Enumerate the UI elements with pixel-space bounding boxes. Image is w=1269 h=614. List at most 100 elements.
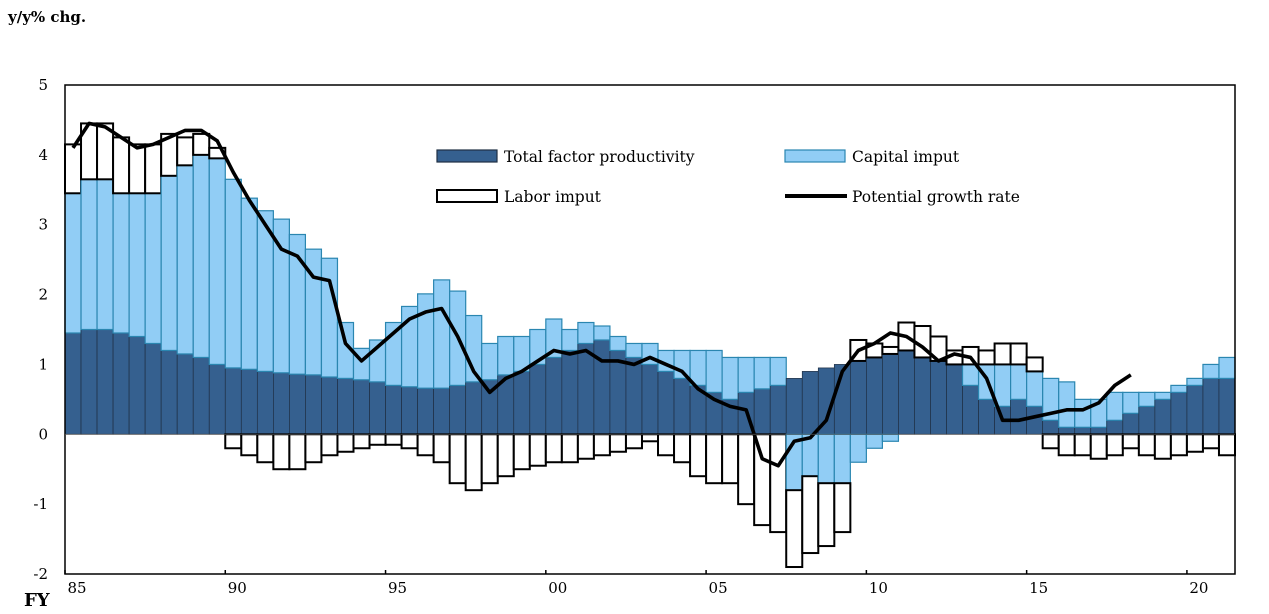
capital-bar [625, 342, 643, 359]
labor-bar [881, 345, 900, 355]
capital-bar [128, 192, 146, 338]
capital-bar [1138, 391, 1156, 407]
capital-bar [433, 279, 451, 389]
labor-bar [689, 433, 708, 478]
labor-bar [320, 433, 339, 457]
capital-bar [1010, 363, 1028, 400]
capital-bar [64, 192, 82, 334]
capital-bar [1186, 377, 1204, 386]
tfp-bar [465, 381, 483, 435]
labor-bar [272, 433, 291, 471]
labor-bar [512, 433, 531, 471]
tfp-bar [176, 353, 194, 435]
tfp-bar [224, 367, 242, 435]
capital-bar [1218, 356, 1236, 380]
capital-bar [769, 356, 787, 386]
labor-bar [657, 433, 676, 457]
tfp-bar [1026, 405, 1044, 435]
capital-bar [417, 293, 435, 389]
y-tick-label: 1 [38, 355, 48, 373]
tfp-bar [1010, 399, 1027, 435]
capital-bar [192, 154, 210, 359]
capital-bar [1122, 391, 1140, 414]
y-tick-label: 5 [38, 76, 48, 94]
tfp-bar [417, 387, 434, 435]
labor-bar [624, 433, 643, 450]
tfp-bar [898, 350, 915, 435]
capital-bar [1202, 363, 1220, 379]
tfp-bar [577, 343, 595, 435]
labor-bar [368, 433, 387, 446]
capital-bar [1154, 391, 1172, 400]
x-tick-label: 05 [709, 579, 728, 597]
y-tick-label: 4 [38, 146, 48, 164]
capital-bar [497, 335, 515, 376]
labor-bar [705, 433, 724, 485]
labor-bar [1153, 433, 1172, 460]
labor-bar [721, 433, 740, 485]
labor-bar [993, 342, 1012, 366]
capital-bar [224, 178, 242, 369]
tfp-bar [769, 385, 787, 435]
tfp-bar [112, 332, 130, 435]
legend: Total factor productivity Capital imput La… [436, 148, 1020, 206]
labor-bar [432, 433, 451, 464]
labor-bar [817, 482, 836, 548]
tfp-bar [1186, 385, 1204, 435]
capital-bar [673, 349, 691, 379]
x-tick-label: 90 [228, 579, 247, 597]
labor-bar [336, 433, 355, 453]
labor-bar [144, 143, 163, 195]
tfp-bar [978, 399, 995, 435]
capital-bar [320, 257, 339, 378]
x-tick-label: 20 [1189, 579, 1208, 597]
capital-bar [1026, 370, 1044, 407]
y-axis-label: y/y% chg. [7, 8, 86, 26]
legend-swatch-labor [436, 189, 498, 203]
capital-bar [96, 178, 114, 331]
legend-item-capital: Capital imput [784, 148, 960, 166]
tfp-bar [801, 371, 819, 435]
tfp-bar [1138, 405, 1156, 435]
capital-bar [561, 328, 579, 352]
potential-growth-line [71, 121, 1132, 468]
labor-bar [1041, 433, 1060, 450]
capital-bar [705, 349, 723, 393]
tfp-bar [449, 385, 467, 435]
tfp-bar [128, 336, 146, 435]
labor-bar [1089, 433, 1108, 460]
tfp-bar [401, 386, 418, 435]
labor-bar [64, 143, 83, 195]
capital-bar [1074, 398, 1092, 428]
x-tick-label: 15 [1029, 579, 1048, 597]
legend-label-labor: Labor imput [504, 188, 602, 206]
x-tick-label: 85 [67, 579, 86, 597]
labor-bar [737, 433, 756, 506]
tfp-bar [513, 371, 531, 435]
labor-bar [528, 433, 547, 467]
labor-bar [1105, 433, 1124, 457]
labor-bar [256, 433, 275, 464]
labor-bar [560, 433, 579, 464]
tfp-bar [625, 357, 643, 435]
legend-label-capital: Capital imput [852, 148, 960, 166]
capital-bar [593, 325, 611, 341]
tfp-bar [385, 385, 402, 435]
tfp-bar [1106, 419, 1124, 435]
tfp-bar [1202, 378, 1220, 435]
labor-bar [1073, 433, 1092, 457]
tfp-bar [1170, 392, 1188, 435]
legend-label-tfp: Total factor productivity [504, 148, 695, 166]
x-tick-label: 00 [548, 579, 567, 597]
y-tick-label: 2 [38, 286, 48, 304]
capital-bar [176, 164, 194, 355]
tfp-bar [962, 385, 979, 435]
legend-item-tfp: Total factor productivity [436, 148, 695, 166]
labor-bar [496, 433, 515, 478]
tfp-bar [866, 357, 883, 435]
tfp-bar [64, 332, 82, 435]
tfp-bar [914, 357, 931, 435]
labor-bar [673, 433, 692, 464]
capital-bar [1170, 384, 1188, 393]
tfp-bar [1090, 426, 1108, 435]
